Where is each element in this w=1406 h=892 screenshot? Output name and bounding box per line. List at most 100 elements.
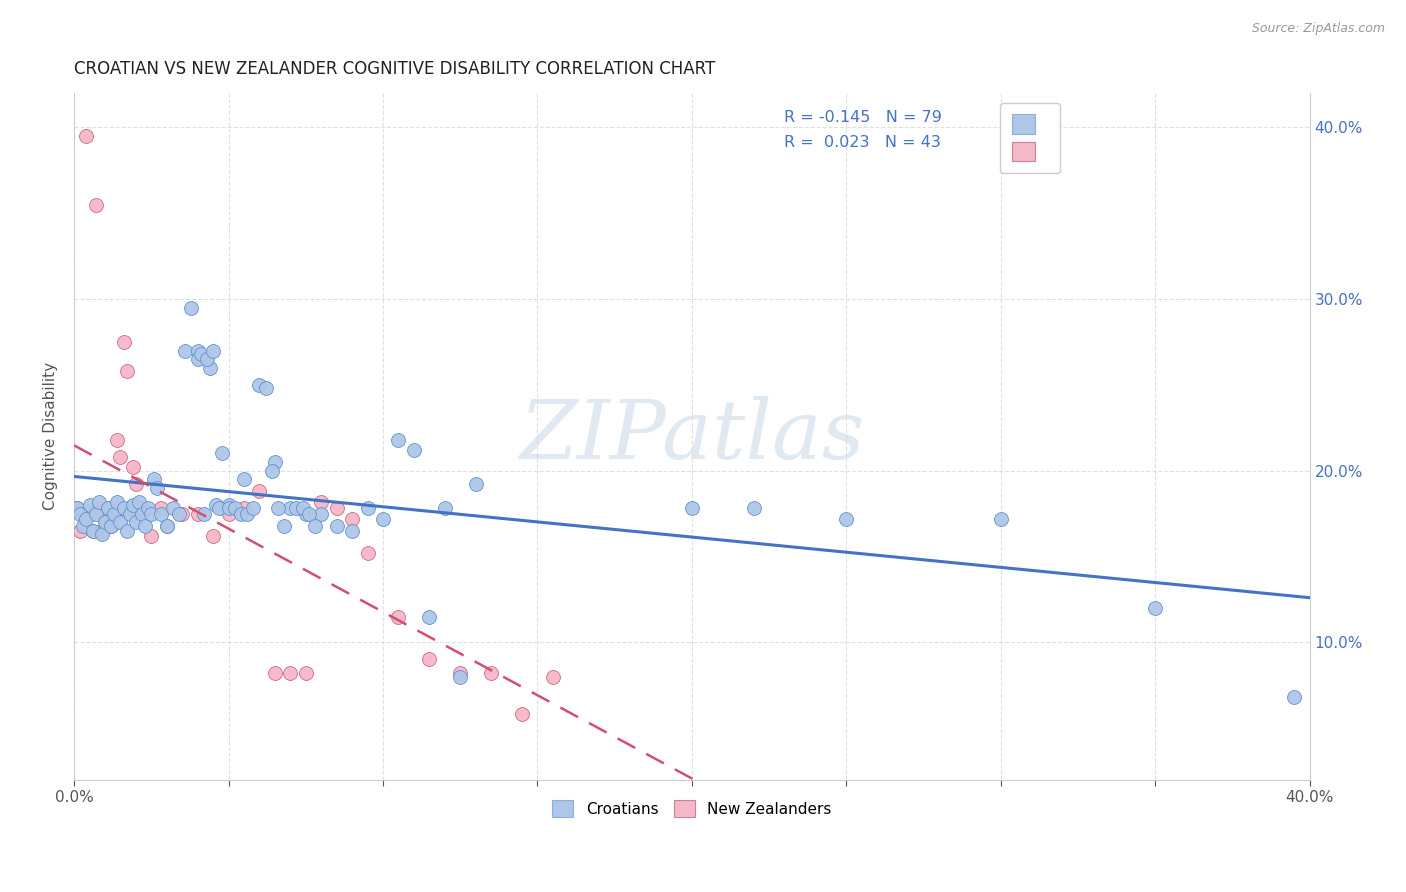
Point — [115, 524, 138, 538]
Point — [298, 507, 321, 521]
Point — [87, 501, 110, 516]
Point — [66, 501, 89, 516]
Point — [103, 507, 125, 521]
Point — [75, 512, 97, 526]
Point — [79, 498, 101, 512]
Point — [294, 507, 316, 521]
Point — [278, 666, 301, 681]
Point — [233, 501, 256, 516]
Text: R =  0.023   N = 43: R = 0.023 N = 43 — [785, 135, 942, 150]
Point — [131, 507, 153, 521]
Point — [112, 334, 135, 349]
Point — [146, 481, 169, 495]
Point — [742, 501, 765, 516]
Point — [125, 477, 148, 491]
Point — [172, 507, 194, 521]
Point — [233, 472, 256, 486]
Point — [1282, 690, 1305, 705]
Point — [418, 652, 440, 666]
Point — [247, 377, 270, 392]
Point — [356, 546, 378, 560]
Point — [211, 446, 233, 460]
Point — [149, 501, 172, 516]
Point — [449, 670, 471, 684]
Point — [131, 501, 153, 516]
Point — [90, 527, 112, 541]
Point — [285, 501, 308, 516]
Legend: Croatians, New Zealanders: Croatians, New Zealanders — [546, 794, 838, 823]
Point — [100, 518, 122, 533]
Point — [325, 518, 347, 533]
Point — [387, 609, 409, 624]
Point — [162, 501, 184, 516]
Point — [278, 501, 301, 516]
Point — [112, 501, 135, 516]
Point — [263, 666, 285, 681]
Point — [309, 507, 332, 521]
Point — [149, 507, 172, 521]
Point — [156, 518, 179, 533]
Point — [510, 707, 533, 722]
Point — [340, 524, 363, 538]
Point — [174, 343, 197, 358]
Point — [273, 518, 295, 533]
Point — [1144, 601, 1167, 615]
Text: CROATIAN VS NEW ZEALANDER COGNITIVE DISABILITY CORRELATION CHART: CROATIAN VS NEW ZEALANDER COGNITIVE DISA… — [75, 60, 716, 78]
Point — [208, 501, 231, 516]
Point — [325, 501, 347, 516]
Point — [103, 507, 125, 521]
Point — [387, 433, 409, 447]
Point — [141, 507, 163, 521]
Point — [94, 515, 117, 529]
Point — [187, 352, 209, 367]
Point — [84, 197, 107, 211]
Point — [134, 518, 156, 533]
Point — [190, 347, 212, 361]
Point — [110, 450, 132, 464]
Point — [267, 501, 290, 516]
Text: Source: ZipAtlas.com: Source: ZipAtlas.com — [1251, 22, 1385, 36]
Text: ZIPatlas: ZIPatlas — [519, 396, 865, 476]
Point — [110, 515, 132, 529]
Point — [97, 501, 120, 516]
Point — [72, 507, 94, 521]
Point — [479, 666, 502, 681]
Point — [218, 507, 240, 521]
Point — [242, 501, 264, 516]
Point — [263, 455, 285, 469]
Point — [356, 501, 378, 516]
Point — [681, 501, 703, 516]
Point — [180, 301, 202, 315]
Point — [449, 666, 471, 681]
Point — [105, 433, 128, 447]
Point — [72, 518, 94, 533]
Point — [195, 352, 218, 367]
Point — [464, 477, 486, 491]
Point — [247, 484, 270, 499]
Point — [433, 501, 456, 516]
Point — [224, 501, 246, 516]
Y-axis label: Cognitive Disability: Cognitive Disability — [44, 362, 58, 510]
Point — [125, 515, 148, 529]
Point — [136, 501, 159, 516]
Point — [371, 512, 394, 526]
Point — [167, 507, 190, 521]
Point — [121, 460, 143, 475]
Point — [82, 524, 104, 538]
Point — [90, 524, 112, 538]
Point — [128, 494, 150, 508]
Point — [340, 512, 363, 526]
Point — [66, 501, 89, 516]
Point — [205, 498, 228, 512]
Point — [236, 507, 259, 521]
Point — [121, 498, 143, 512]
Point — [75, 128, 97, 143]
Point — [141, 529, 163, 543]
Point — [97, 501, 120, 516]
Point — [84, 507, 107, 521]
Point — [291, 501, 314, 516]
Point — [254, 381, 277, 395]
Point — [541, 670, 564, 684]
Point — [187, 507, 209, 521]
Point — [193, 507, 215, 521]
